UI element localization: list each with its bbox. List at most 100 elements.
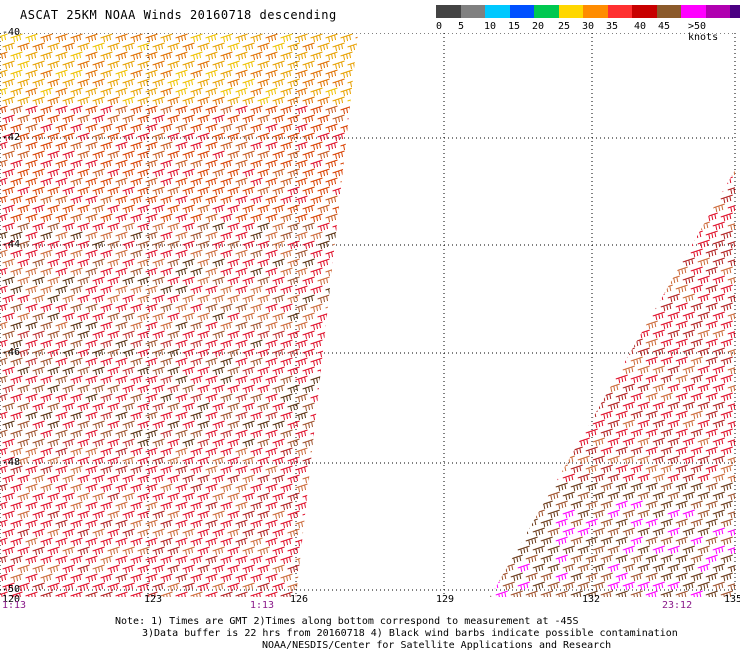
wind-barb — [287, 186, 300, 196]
wind-barb — [562, 581, 575, 591]
wind-barb — [17, 402, 30, 412]
wind-barb — [107, 96, 120, 106]
wind-barb — [70, 33, 83, 43]
wind-barb — [167, 114, 180, 124]
wind-barb — [310, 69, 323, 79]
wind-barb — [510, 302, 523, 312]
wind-barb — [145, 483, 158, 493]
wind-barb — [62, 60, 75, 70]
wind-barb — [720, 302, 733, 312]
wind-barb — [577, 581, 590, 591]
wind-barb — [667, 383, 680, 393]
wind-barb — [190, 285, 203, 295]
wind-barb — [495, 194, 508, 204]
wind-barb — [100, 429, 113, 439]
wind-barb — [630, 266, 643, 276]
wind-barb — [682, 473, 695, 483]
wind-barb — [32, 132, 45, 142]
wind-barb — [0, 51, 8, 61]
wind-barb — [287, 42, 300, 52]
wind-barb — [736, 519, 740, 527]
wind-barb — [355, 123, 358, 133]
wind-barb — [317, 330, 330, 340]
wind-barb — [257, 132, 270, 142]
wind-barb — [182, 132, 195, 142]
wind-barb — [0, 357, 8, 367]
wind-barb — [160, 123, 173, 133]
wind-barb — [107, 168, 120, 178]
wind-barb — [355, 339, 358, 349]
wind-barb — [547, 455, 560, 465]
wind-barb — [175, 33, 188, 43]
legend-swatch — [485, 5, 510, 18]
wind-barb — [540, 428, 553, 438]
wind-barb — [727, 293, 735, 303]
wind-barb — [227, 276, 240, 286]
wind-barb — [332, 186, 345, 196]
wind-barb — [220, 375, 233, 385]
wind-barb — [10, 357, 23, 367]
wind-barb — [130, 195, 143, 205]
wind-barb — [212, 258, 225, 268]
wind-barb — [62, 402, 75, 412]
wind-barb — [32, 438, 45, 448]
wind-barb — [502, 509, 515, 519]
wind-barb — [347, 240, 358, 250]
wind-barb — [100, 339, 113, 349]
wind-barb — [705, 284, 718, 294]
wind-barb — [510, 428, 523, 438]
latitude-label: -46 — [2, 347, 21, 358]
wind-barb — [712, 365, 725, 375]
wind-barb — [115, 51, 128, 61]
wind-barb — [280, 69, 293, 79]
wind-barb — [295, 105, 308, 115]
wind-barb — [600, 320, 613, 330]
wind-barb — [682, 170, 695, 177]
wind-barb — [585, 536, 598, 546]
wind-barb — [645, 410, 658, 420]
wind-barb — [495, 410, 508, 420]
wind-barb — [160, 141, 173, 151]
wind-barb — [55, 411, 68, 421]
wind-barb — [502, 419, 515, 429]
wind-barb — [547, 491, 560, 501]
wind-barb — [220, 321, 233, 331]
wind-barb — [540, 410, 553, 420]
wind-barb — [265, 231, 278, 241]
wind-barb — [667, 329, 680, 339]
wind-barb — [570, 464, 583, 474]
wind-barb — [190, 249, 203, 259]
wind-barb — [287, 96, 300, 106]
wind-barb — [577, 455, 590, 465]
wind-barb — [682, 419, 695, 429]
wind-barb — [182, 546, 195, 556]
wind-barb — [720, 428, 733, 438]
wind-barb — [347, 222, 358, 232]
wind-barb — [540, 338, 553, 348]
wind-barb — [40, 555, 53, 565]
wind-barb — [85, 447, 98, 457]
wind-barb — [32, 420, 45, 430]
wind-barb — [167, 366, 180, 376]
wind-barb — [547, 563, 560, 573]
wind-barb — [690, 302, 703, 312]
wind-barb — [17, 312, 30, 322]
wind-barb — [242, 96, 255, 106]
wind-barb — [242, 204, 255, 214]
wind-barb — [660, 284, 673, 294]
wind-barb — [62, 438, 75, 448]
wind-barb — [600, 464, 613, 474]
wind-barb — [77, 276, 90, 286]
wind-barb — [690, 284, 703, 294]
wind-barb — [205, 591, 218, 597]
wind-barb — [62, 456, 75, 466]
wind-barb — [122, 222, 135, 232]
wind-barb — [555, 410, 568, 420]
wind-barb — [562, 491, 575, 501]
wind-barb — [287, 456, 300, 466]
wind-barb — [25, 195, 38, 205]
wind-barb — [40, 537, 53, 547]
wind-barb — [205, 123, 218, 133]
wind-barb — [310, 465, 323, 475]
wind-barb — [167, 384, 180, 394]
